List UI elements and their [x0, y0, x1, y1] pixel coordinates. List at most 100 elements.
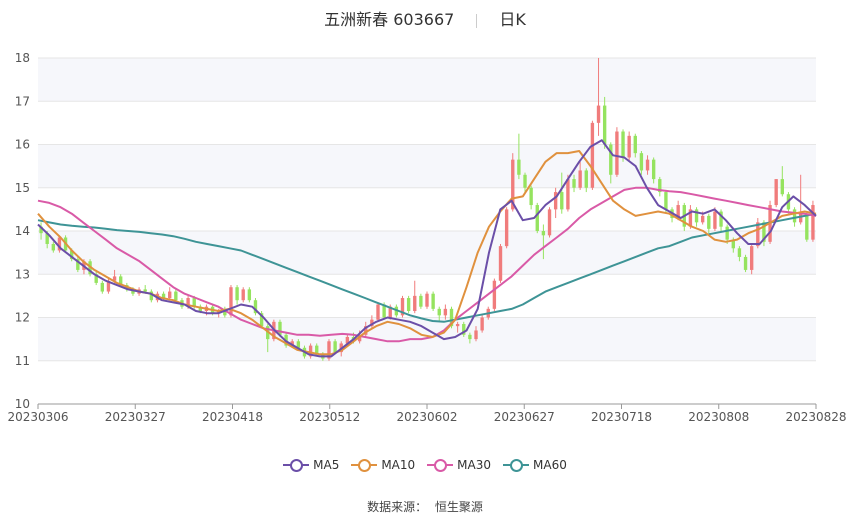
legend-marker-icon [283, 459, 310, 472]
candle-body [186, 298, 190, 307]
period-label[interactable]: 日K [499, 10, 526, 29]
candle-body [560, 192, 564, 210]
candle-body [615, 131, 619, 175]
candle-body [388, 306, 392, 318]
candle-body [756, 222, 760, 247]
candle-body [553, 192, 558, 210]
candle-body [278, 321, 282, 335]
candle-body [57, 237, 62, 251]
y-tick-label: 16 [15, 138, 30, 152]
grid-band [38, 144, 816, 188]
legend-label: MA10 [381, 458, 416, 472]
candle-body [645, 159, 650, 171]
candle-body [774, 179, 778, 206]
candle-body [627, 135, 631, 158]
candle-body [498, 246, 503, 281]
candle-body [762, 222, 766, 242]
candle-body [112, 276, 117, 281]
y-tick-label: 11 [15, 354, 30, 368]
title-separator [476, 13, 478, 28]
ma30-line [37, 186, 817, 343]
candle-body [413, 295, 417, 312]
candle-body [590, 122, 595, 188]
candle-body [308, 345, 313, 357]
candle-body [462, 323, 466, 335]
x-tick-label: 20230418 [202, 410, 263, 424]
y-tick-label: 12 [15, 311, 30, 325]
candle-body [333, 341, 337, 353]
candle-body [327, 341, 331, 359]
candle-body [76, 259, 80, 270]
ma60-line [37, 212, 817, 323]
candle-body [480, 317, 484, 331]
candle-body [749, 246, 754, 270]
candle-body [45, 233, 49, 244]
legend-item-ma30[interactable]: MA30 [427, 458, 491, 472]
y-tick-label: 13 [15, 267, 30, 281]
grid-band [38, 317, 816, 361]
legend-item-ma60[interactable]: MA60 [503, 458, 567, 472]
candle-body [143, 289, 147, 292]
candle-body [725, 226, 729, 240]
candle-body [651, 159, 656, 180]
x-tick-label: 20230828 [785, 410, 846, 424]
candle-body [694, 209, 699, 223]
candle-body [296, 341, 301, 348]
candle-body [400, 298, 405, 316]
candle-body [168, 291, 172, 299]
candle-body [198, 306, 203, 312]
candle-body [119, 276, 123, 286]
candle-body [541, 231, 546, 236]
candle-body [94, 274, 98, 283]
x-tick-label: 20230512 [299, 410, 360, 424]
y-tick-label: 15 [15, 181, 30, 195]
candle-body [51, 243, 55, 251]
y-tick-label: 10 [15, 397, 30, 411]
candle-body [100, 282, 105, 292]
candlestick-chart: 10 11 12 13 14 15 16 17 18 20230306 20230327 202304… [7, 51, 846, 424]
candle-body [376, 304, 380, 320]
candle-body [811, 205, 815, 240]
candle-body [700, 215, 705, 223]
candle-body [357, 334, 362, 342]
candle-body [602, 105, 607, 145]
candle-body [290, 341, 294, 346]
candle-body [517, 159, 521, 175]
candle-body [504, 209, 509, 247]
legend-item-ma10[interactable]: MA10 [351, 458, 415, 472]
candle-body [743, 256, 748, 270]
candle-body [713, 211, 717, 229]
candle-body [780, 179, 784, 195]
candle-body [131, 289, 135, 294]
candle-body [468, 334, 472, 340]
candle-body [529, 187, 533, 206]
candle-body [315, 345, 319, 355]
candle-body [364, 326, 368, 335]
candle-body [382, 304, 386, 318]
legend-item-ma5[interactable]: MA5 [283, 458, 339, 472]
candle-body [547, 209, 552, 236]
candle-body [235, 287, 239, 301]
legend: MA5 MA10 MA30 MA60 [0, 458, 850, 474]
candle-body [229, 287, 233, 316]
data-source: 数据来源： 恒生聚源 [0, 498, 850, 515]
candle-body [223, 311, 227, 316]
candle-body [406, 298, 411, 312]
legend-label: MA60 [533, 458, 567, 472]
x-tick-label: 20230718 [591, 410, 652, 424]
candle-body [106, 280, 111, 292]
x-tick-label: 20230627 [494, 410, 555, 424]
x-tick-label: 20230808 [688, 410, 749, 424]
legend-label: MA30 [457, 458, 492, 472]
x-tick-label: 20230306 [7, 410, 68, 424]
x-tick-label: 20230602 [396, 410, 457, 424]
candle-body [345, 336, 350, 344]
candle-body [535, 205, 539, 231]
source-label: 数据来源： [367, 500, 428, 514]
candle-body [161, 293, 166, 299]
candle-body [664, 192, 668, 210]
source-value: 恒生聚源 [434, 500, 483, 514]
candle-body [799, 213, 803, 223]
candle-body [639, 153, 644, 171]
candle-body [658, 179, 662, 193]
